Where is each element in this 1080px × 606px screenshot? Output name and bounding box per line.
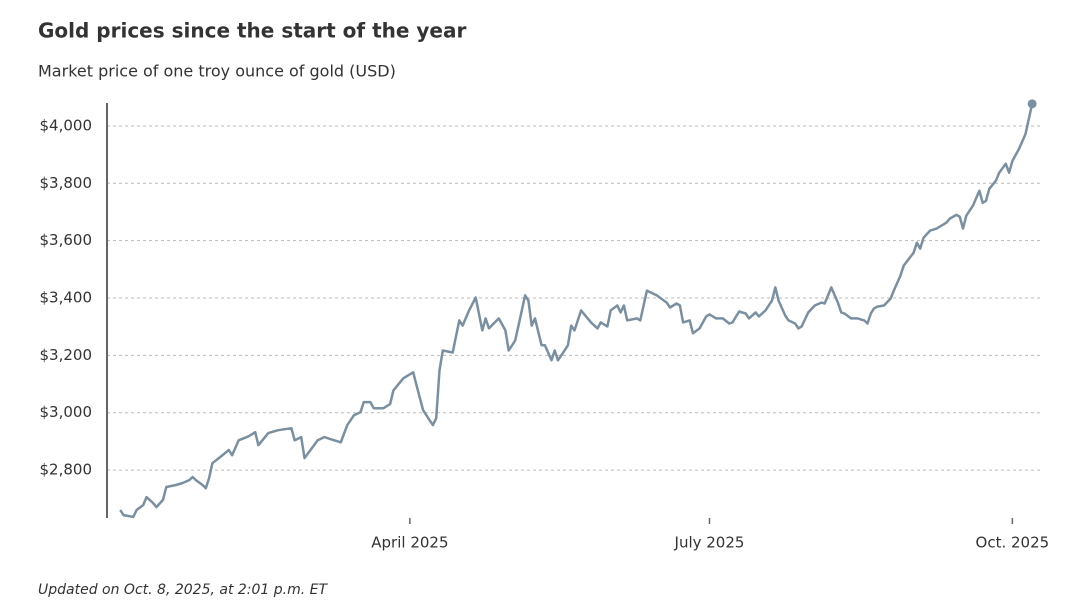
price-line — [119, 103, 1034, 519]
y-tick-label: $3,200 — [40, 346, 93, 364]
y-tick-label: $3,800 — [40, 174, 93, 192]
chart-subtitle: Market price of one troy ounce of gold (… — [38, 62, 396, 81]
y-tick-label: $3,600 — [40, 231, 93, 249]
last-point — [1027, 99, 1037, 109]
footnote: Updated on Oct. 8, 2025, at 2:01 p.m. ET — [38, 582, 328, 598]
x-tick-label: April 2025 — [371, 534, 448, 552]
y-tick-label: $4,000 — [40, 116, 93, 134]
y-tick-label: $2,800 — [40, 461, 93, 479]
y-tick-label: $3,000 — [40, 403, 93, 421]
chart-title: Gold prices since the start of the year — [38, 19, 466, 43]
y-tick-label: $3,400 — [40, 289, 93, 307]
x-tick-label: July 2025 — [674, 534, 745, 552]
x-tick-label: Oct. 2025 — [976, 534, 1050, 552]
